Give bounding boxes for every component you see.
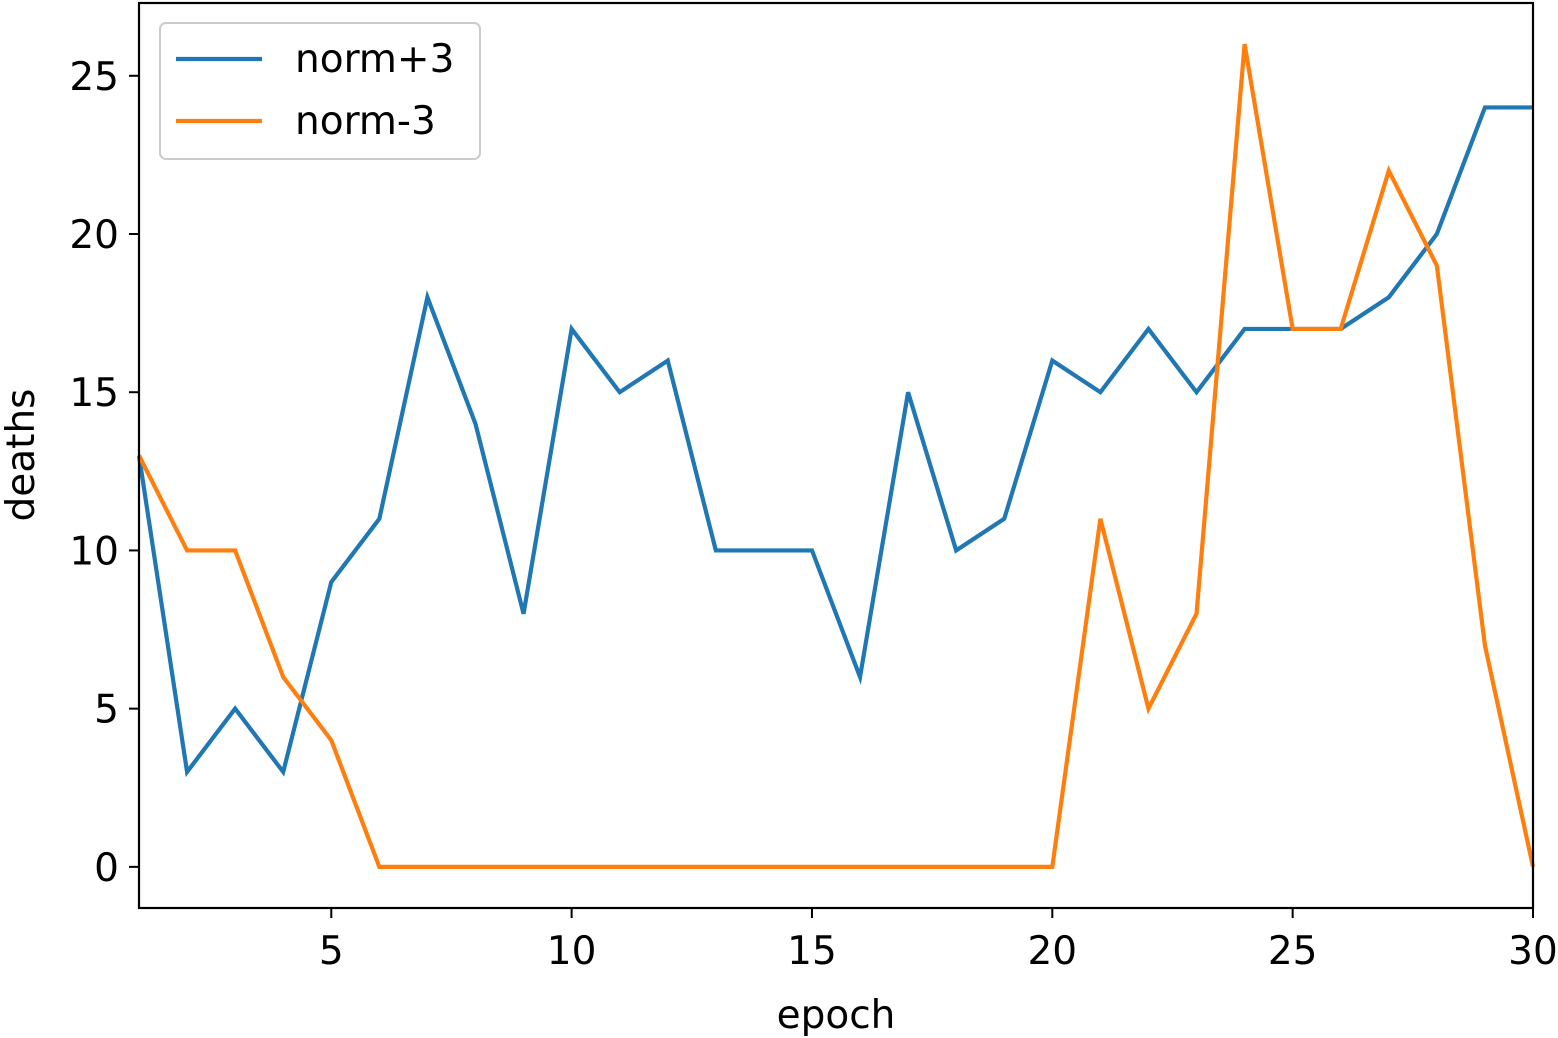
x-tick-label: 25 [1268, 929, 1318, 974]
y-tick-label: 5 [94, 688, 119, 733]
plot-frame [137, 1, 1535, 910]
legend-label-norm-plus-3: norm+3 [295, 37, 454, 82]
y-tick-label: 10 [69, 529, 119, 574]
x-tick-label: 20 [1027, 929, 1077, 974]
y-tick-label: 15 [69, 371, 119, 416]
x-axis: 5 10 15 20 25 30 [319, 908, 1558, 974]
x-tick-label: 10 [547, 929, 597, 974]
x-axis-label: epoch [777, 993, 896, 1038]
x-tick-label: 15 [787, 929, 837, 974]
x-tick-label: 5 [319, 929, 344, 974]
legend-label-norm-minus-3: norm-3 [295, 99, 436, 144]
y-tick-label: 25 [69, 55, 119, 100]
legend: norm+3 norm-3 [159, 22, 481, 160]
y-axis: 0 5 10 15 20 25 [69, 55, 139, 891]
y-tick-label: 0 [94, 846, 119, 891]
x-tick-label: 30 [1508, 929, 1558, 974]
series-layer [136, 43, 1536, 869]
series-line-norm-minus-3 [137, 43, 1536, 869]
y-axis-label: deaths [0, 389, 44, 522]
y-tick-label: 20 [69, 213, 119, 258]
